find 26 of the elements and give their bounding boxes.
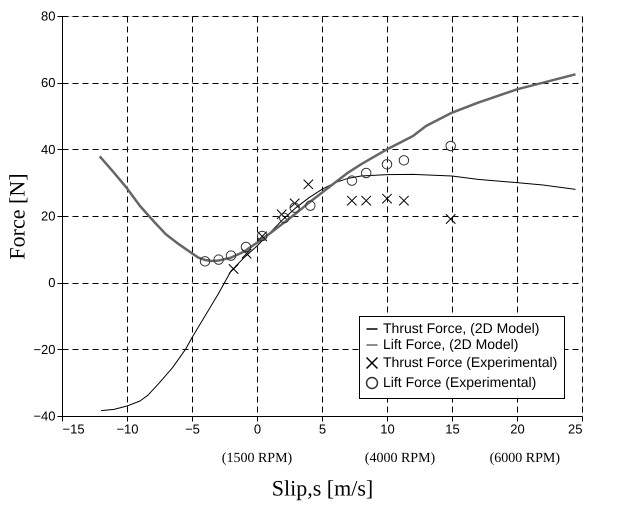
y-axis-title: Force [N] <box>4 173 30 260</box>
x-tick-label: 20 <box>510 422 525 436</box>
text: (1500 RPM) <box>222 451 293 466</box>
x-axis-title: Slip,s [m/s] <box>272 476 374 500</box>
y-tick-label: 20 <box>41 208 56 224</box>
y-tick-label: 80 <box>41 8 56 24</box>
text: (6000 RPM) <box>490 451 560 466</box>
legend-label: Thrust Force, (2D Model) <box>383 320 540 336</box>
y-tick-label: −20 <box>33 342 56 357</box>
line-series <box>98 73 577 262</box>
y-tick-label: 0 <box>48 275 56 290</box>
x-tick-label: −5 <box>185 422 200 436</box>
x-tick-label: 10 <box>380 422 395 436</box>
y-tick-label: 60 <box>41 75 56 90</box>
y-tick-label: −40 <box>33 408 56 424</box>
x-tick-label: −15 <box>62 422 85 436</box>
text: (4000 RPM) <box>364 451 436 466</box>
legend-label: Lift Force, (2D Model) <box>383 336 518 352</box>
y-tick-label: 40 <box>41 142 56 157</box>
x-tick-label: 15 <box>445 422 460 436</box>
x-tick-label: 0 <box>254 422 262 436</box>
x-tick-label: 25 <box>568 422 582 436</box>
legend-label: Lift Force (Experimental) <box>383 374 536 390</box>
legend-label: Thrust Force (Experimental) <box>383 354 558 370</box>
x-tick-label: −10 <box>116 422 139 436</box>
x-tick-label: 5 <box>318 422 326 436</box>
